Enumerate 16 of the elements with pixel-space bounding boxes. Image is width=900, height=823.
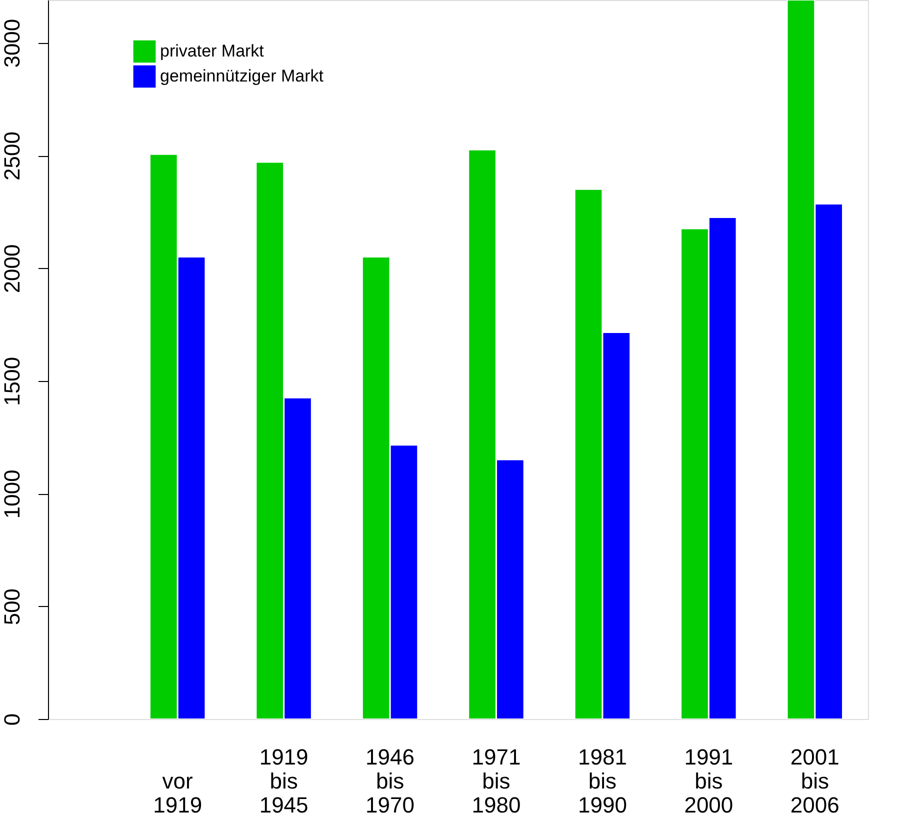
x-tick-label: 1919 bis 1945 [259,744,308,818]
legend-label: privater Markt [160,42,264,60]
x-tick-label: 2001 bis 2006 [790,744,840,818]
x-tick-label: 1946 bis 1970 [366,744,414,818]
y-tick-label: 1000 [0,470,24,519]
legend-label: gemeinnütziger Markt [160,66,324,86]
y-tick-label: 2000 [0,244,24,294]
y-tick-label: 500 [0,588,24,626]
x-tick-label: 1981 bis 1990 [578,744,627,818]
x-tick-label: vor 1919 [153,768,202,818]
y-tick-label: 1500 [0,356,24,406]
y-tick-label: 2500 [0,132,24,180]
x-tick-label: 1971 bis 1980 [472,744,521,818]
y-tick-label: 3000 [0,18,24,68]
y-tick-label: 0 [0,713,24,726]
x-tick-label: 1991 bis 2000 [684,744,734,818]
